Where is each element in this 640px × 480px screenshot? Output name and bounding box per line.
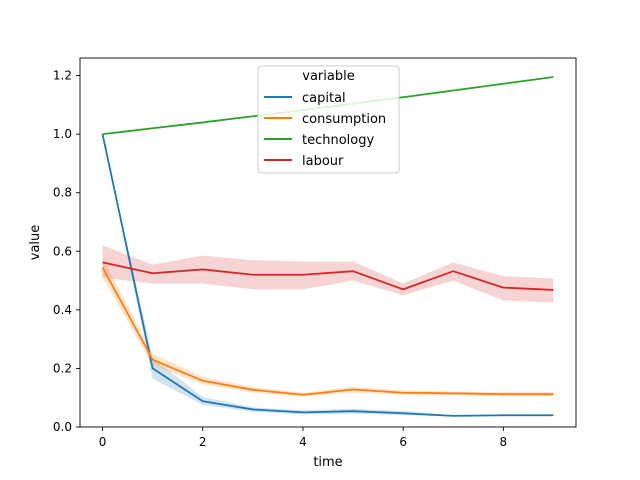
y-tick-label: 0.0 (53, 420, 72, 434)
y-axis-label: value (28, 225, 43, 261)
y-tick-label: 0.6 (53, 244, 72, 258)
technology-legend-label: technology (302, 133, 374, 148)
y-axis-ticks: 0.0 0.2 0.4 0.6 0.8 1.0 1.2 (53, 69, 80, 434)
legend: variable capital consumption technology lab… (257, 65, 400, 174)
legend-box (257, 65, 400, 174)
y-tick-label: 0.4 (53, 303, 72, 317)
x-tick-label: 2 (199, 435, 207, 449)
legend-title: variable (302, 69, 354, 84)
labour-confidence-band (102, 245, 554, 303)
labour-line (102, 261, 554, 291)
capital-legend-label: capital (302, 91, 346, 106)
x-tick-label: 6 (399, 435, 407, 449)
y-tick-label: 0.8 (53, 186, 72, 200)
x-tick-label: 8 (500, 435, 508, 449)
y-tick-label: 0.2 (53, 361, 72, 375)
capital-line (101, 133, 554, 417)
consumption-line (101, 266, 554, 396)
legend-items: capital consumption technology labour (264, 91, 386, 169)
x-tick-label: 0 (99, 435, 107, 449)
x-axis-label: time (313, 455, 342, 470)
y-tick-label: 1.2 (53, 69, 72, 83)
confidence-bands (102, 77, 554, 417)
consumption-legend-label: consumption (302, 112, 386, 127)
x-tick-label: 4 (299, 435, 307, 449)
x-axis-ticks: 0 2 4 6 8 (99, 427, 507, 449)
y-tick-label: 1.0 (53, 127, 72, 141)
labour-legend-label: labour (302, 154, 344, 169)
plot-frame (79, 57, 577, 428)
